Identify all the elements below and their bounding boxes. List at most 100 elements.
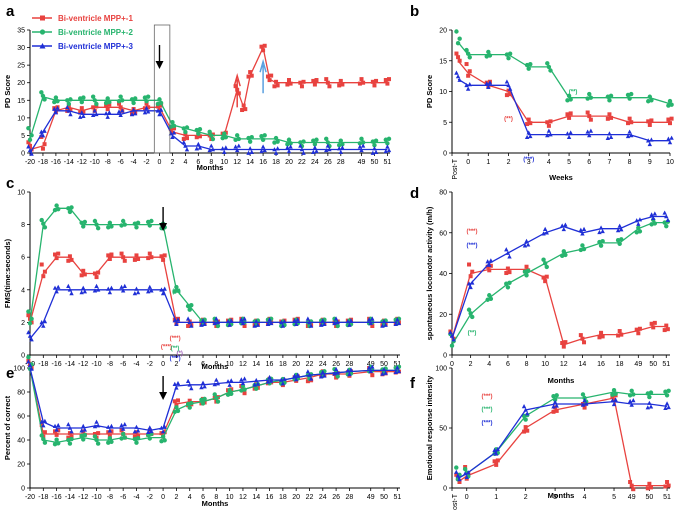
data-point — [215, 399, 221, 404]
data-point — [585, 129, 590, 134]
x-tick-label: 26 — [332, 494, 340, 501]
data-point — [337, 83, 342, 88]
data-point — [648, 404, 654, 409]
data-point — [210, 136, 216, 142]
x-tick-label: 4 — [183, 159, 187, 166]
y-tick-label: 4 — [21, 287, 25, 294]
data-point — [381, 367, 387, 372]
data-point — [544, 230, 549, 235]
data-point — [223, 145, 229, 150]
data-point — [189, 400, 194, 406]
data-point — [580, 392, 586, 397]
data-point — [335, 374, 340, 379]
x-axis-label: Months — [202, 362, 229, 371]
data-point — [67, 254, 72, 259]
data-point — [582, 340, 587, 345]
data-point — [560, 341, 565, 346]
data-point — [184, 136, 189, 141]
data-point — [608, 93, 614, 99]
y-tick-label: 0 — [21, 353, 25, 360]
data-point — [119, 284, 124, 289]
x-tick-label: 8 — [525, 361, 529, 368]
data-point — [464, 62, 469, 67]
data-point — [227, 388, 232, 393]
data-point — [55, 98, 60, 104]
data-point — [26, 359, 31, 364]
y-tick-label: 10 — [17, 190, 25, 197]
data-point — [149, 255, 154, 260]
data-point — [207, 129, 212, 135]
data-point — [561, 249, 566, 254]
data-point — [56, 207, 61, 212]
data-point — [109, 224, 114, 229]
data-point — [149, 218, 154, 224]
data-point — [470, 280, 475, 285]
x-tick-label: 22 — [306, 494, 314, 501]
data-point — [545, 120, 550, 125]
data-point — [581, 226, 587, 231]
data-point — [234, 133, 240, 138]
significance-annotation: (***) — [481, 394, 492, 400]
data-point — [158, 107, 164, 112]
y-tick-label: 8 — [21, 222, 25, 229]
data-point — [543, 279, 548, 284]
data-point — [159, 103, 164, 108]
data-point — [118, 112, 123, 118]
data-point — [162, 430, 167, 435]
x-tick-label: 18 — [279, 494, 287, 501]
data-point — [144, 101, 149, 106]
x-tick-label: 10 — [226, 361, 234, 368]
data-point — [79, 99, 84, 105]
x-tick-label: -18 — [38, 361, 48, 368]
data-point — [107, 436, 113, 441]
x-axis-label: Months — [202, 499, 229, 508]
data-point — [664, 323, 669, 328]
data-point — [240, 380, 246, 386]
data-point — [566, 93, 572, 99]
data-point — [81, 95, 86, 100]
data-point — [246, 74, 251, 79]
x-tick-label: 2 — [469, 361, 473, 368]
data-point — [174, 402, 179, 407]
data-point — [223, 135, 229, 140]
data-point — [551, 409, 556, 414]
data-point — [456, 55, 461, 60]
x-tick-label: 0 — [466, 159, 470, 166]
data-point — [79, 110, 84, 115]
data-point — [312, 82, 317, 87]
data-point — [275, 139, 280, 144]
data-point — [121, 255, 126, 260]
x-tick-label: -2 — [147, 361, 153, 368]
data-point — [312, 145, 318, 150]
data-point — [466, 307, 472, 312]
data-point — [544, 264, 549, 270]
data-point — [454, 29, 459, 34]
data-point — [95, 423, 101, 428]
data-point — [588, 128, 594, 133]
data-point — [144, 98, 149, 104]
y-axis-label: spontaneous locomotor activity (m/h) — [425, 206, 434, 340]
data-point — [160, 434, 166, 439]
x-tick-label: 49 — [358, 159, 366, 166]
data-point — [563, 252, 568, 258]
data-point — [312, 142, 318, 147]
data-point — [631, 487, 636, 492]
data-point — [327, 147, 332, 152]
data-point — [578, 333, 583, 338]
data-point — [541, 275, 546, 280]
series-line — [457, 391, 668, 479]
data-point — [521, 404, 527, 409]
x-tick-label: Post-T — [452, 158, 459, 179]
data-point — [541, 257, 546, 262]
data-point — [53, 110, 59, 115]
data-point — [488, 258, 494, 263]
y-tick-label: 60 — [439, 230, 447, 237]
data-point — [327, 84, 332, 89]
x-tick-label: 14 — [246, 159, 254, 166]
data-point — [335, 323, 340, 329]
data-point — [275, 83, 280, 88]
x-tick-label: 10 — [541, 361, 549, 368]
data-point — [467, 262, 472, 267]
data-point — [92, 98, 97, 103]
data-point — [184, 147, 190, 152]
